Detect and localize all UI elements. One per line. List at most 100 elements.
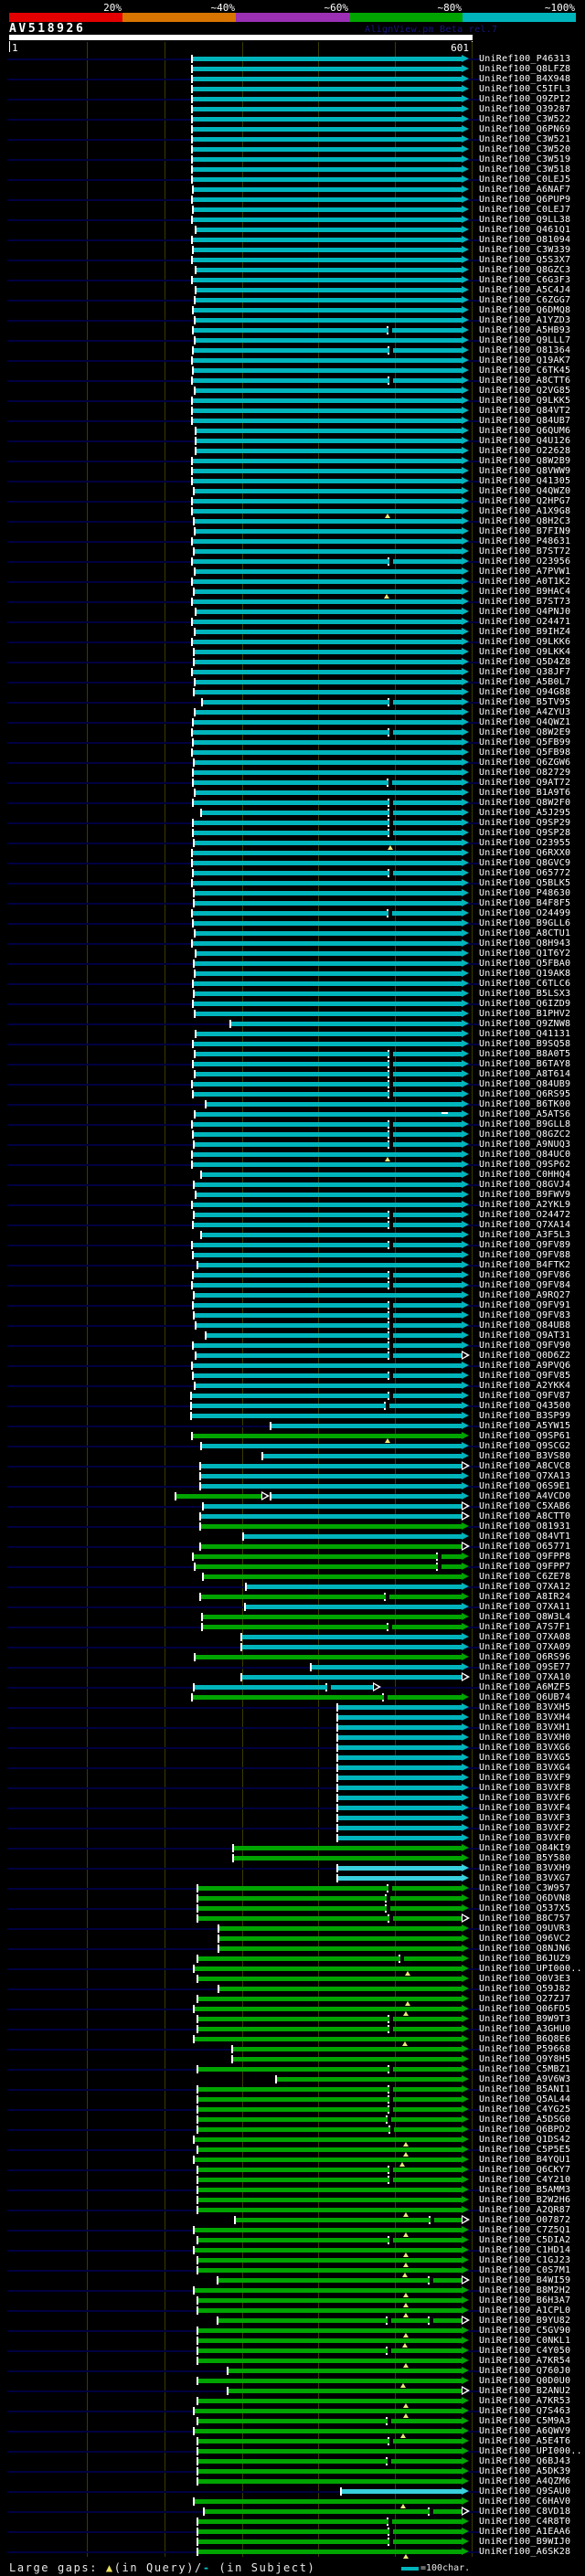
hit-bar[interactable] bbox=[193, 1253, 462, 1257]
hit-label[interactable]: UniRef100_C0NKL1 bbox=[479, 2336, 571, 2346]
hit-label[interactable]: UniRef100_B9IHZ4 bbox=[479, 627, 571, 637]
alignment-row[interactable]: UniRef100_Q9SP61 bbox=[0, 1431, 585, 1443]
hit-bar[interactable] bbox=[192, 87, 462, 91]
hit-label[interactable]: UniRef100_B2ANU2 bbox=[479, 2386, 571, 2396]
hit-label[interactable]: UniRef100_Q9LKK6 bbox=[479, 637, 571, 647]
hit-label[interactable]: UniRef100_A5ATS6 bbox=[479, 1109, 571, 1119]
alignment-row[interactable]: UniRef100_Q9AT72 bbox=[0, 778, 585, 788]
alignment-row[interactable]: UniRef100_Q9FV91 bbox=[0, 1300, 585, 1310]
hit-bar[interactable] bbox=[192, 398, 462, 403]
hit-label[interactable]: UniRef100_Q9FV89 bbox=[479, 1240, 571, 1250]
hit-label[interactable]: UniRef100_B7ST73 bbox=[479, 597, 571, 607]
hit-label[interactable]: UniRef100_A6QWV9 bbox=[479, 2426, 571, 2436]
hit-bar[interactable] bbox=[194, 1966, 462, 1971]
hit-label[interactable]: UniRef100_B3VXF0 bbox=[479, 1833, 571, 1843]
alignment-row[interactable]: UniRef100_Q9ZNW8 bbox=[0, 1019, 585, 1029]
hit-label[interactable]: UniRef100_B9HAC4 bbox=[479, 587, 571, 597]
hit-bar[interactable] bbox=[192, 620, 462, 624]
hit-bar[interactable] bbox=[194, 1685, 373, 1690]
hit-label[interactable]: UniRef100_C5XAB6 bbox=[479, 1501, 571, 1511]
alignment-row[interactable]: UniRef100_Q38JF7 bbox=[0, 667, 585, 677]
hit-bar[interactable] bbox=[196, 439, 462, 443]
hit-bar[interactable] bbox=[192, 881, 462, 885]
hit-label[interactable]: UniRef100_Q9FV90 bbox=[479, 1341, 571, 1351]
alignment-row[interactable]: UniRef100_Q84UB8 bbox=[0, 1320, 585, 1330]
hit-bar[interactable] bbox=[194, 991, 462, 996]
hit-label[interactable]: UniRef100_Q6RXX0 bbox=[479, 848, 571, 858]
alignment-row[interactable]: UniRef100_Q0D0U0 bbox=[0, 2376, 585, 2388]
hit-bar[interactable] bbox=[192, 57, 462, 61]
alignment-row[interactable]: UniRef100_A9V6W3 bbox=[0, 2074, 585, 2084]
hit-label[interactable]: UniRef100_O24471 bbox=[479, 617, 571, 627]
alignment-row[interactable]: UniRef100_O81364 bbox=[0, 345, 585, 355]
hit-label[interactable]: UniRef100_C1HD14 bbox=[479, 2245, 571, 2255]
alignment-row[interactable]: UniRef100_A1CPL0 bbox=[0, 2306, 585, 2317]
hit-bar[interactable] bbox=[195, 529, 462, 534]
alignment-row[interactable]: UniRef100_A2QR87 bbox=[0, 2205, 585, 2217]
hit-label[interactable]: UniRef100_Q5S3X7 bbox=[479, 255, 571, 265]
hit-bar[interactable] bbox=[271, 1424, 462, 1428]
alignment-row[interactable]: UniRef100_B3VXG6 bbox=[0, 1743, 585, 1753]
hit-label[interactable]: UniRef100_A9NUQ3 bbox=[479, 1140, 571, 1150]
hit-bar[interactable] bbox=[200, 1484, 462, 1489]
alignment-row[interactable]: UniRef100_A3GHU0 bbox=[0, 2024, 585, 2034]
hit-bar[interactable] bbox=[193, 1373, 462, 1378]
alignment-row[interactable]: UniRef100_Q27ZJ7 bbox=[0, 1994, 585, 2006]
hit-label[interactable]: UniRef100_Q4U126 bbox=[479, 436, 571, 446]
hit-label[interactable]: UniRef100_Q6ZGW6 bbox=[479, 758, 571, 768]
hit-label[interactable]: UniRef100_A3GHU0 bbox=[479, 2024, 571, 2034]
alignment-row[interactable]: UniRef100_C5DIA2 bbox=[0, 2235, 585, 2245]
hit-label[interactable]: UniRef100_Q9LLL7 bbox=[479, 335, 571, 345]
hit-bar[interactable] bbox=[192, 137, 462, 142]
hit-label[interactable]: UniRef100_Q7S463 bbox=[479, 2406, 571, 2416]
hit-label[interactable]: UniRef100_C8VD18 bbox=[479, 2507, 571, 2517]
alignment-row[interactable]: UniRef100_A6NAF7 bbox=[0, 185, 585, 195]
hit-bar[interactable] bbox=[194, 2499, 462, 2504]
hit-label[interactable]: UniRef100_B1A9T6 bbox=[479, 788, 571, 798]
hit-bar[interactable] bbox=[192, 670, 462, 674]
alignment-row[interactable]: UniRef100_Q94G88 bbox=[0, 687, 585, 697]
alignment-row[interactable]: UniRef100_Q6ZGW6 bbox=[0, 758, 585, 768]
hit-label[interactable]: UniRef100_B5ANI1 bbox=[479, 2084, 571, 2094]
alignment-row[interactable]: UniRef100_Q7XA11 bbox=[0, 1602, 585, 1612]
alignment-row[interactable]: UniRef100_C4Y210 bbox=[0, 2175, 585, 2185]
alignment-row[interactable]: UniRef100_A1YZD3 bbox=[0, 315, 585, 325]
hit-label[interactable]: UniRef100_A9RQ27 bbox=[479, 1290, 571, 1300]
alignment-row[interactable]: UniRef100_Q7XA13 bbox=[0, 1471, 585, 1481]
alignment-row[interactable]: UniRef100_A5ATS6 bbox=[0, 1109, 585, 1119]
hit-label[interactable]: UniRef100_Q1T6Y2 bbox=[479, 949, 571, 959]
hit-bar[interactable] bbox=[218, 1946, 462, 1951]
hit-label[interactable]: UniRef100_O65772 bbox=[479, 868, 571, 878]
hit-label[interactable]: UniRef100_C4R8T0 bbox=[479, 2517, 571, 2527]
hit-bar[interactable] bbox=[311, 1665, 462, 1670]
hit-bar[interactable] bbox=[197, 2017, 462, 2021]
alignment-row[interactable]: UniRef100_B8M2H2 bbox=[0, 2285, 585, 2297]
alignment-row[interactable]: UniRef100_A5HB93 bbox=[0, 325, 585, 335]
alignment-row[interactable]: UniRef100_B3VXF0 bbox=[0, 1833, 585, 1843]
alignment-row[interactable]: UniRef100_B6H3A7 bbox=[0, 2295, 585, 2307]
hit-label[interactable]: UniRef100_B4FTK2 bbox=[479, 1260, 571, 1270]
alignment-row[interactable]: UniRef100_P59668 bbox=[0, 2044, 585, 2054]
hit-label[interactable]: UniRef100_B3VXF6 bbox=[479, 1793, 571, 1803]
alignment-row[interactable]: UniRef100_Q9Y8H5 bbox=[0, 2054, 585, 2064]
hit-bar[interactable] bbox=[192, 1203, 462, 1207]
hit-bar[interactable] bbox=[197, 2147, 462, 2152]
hit-bar[interactable] bbox=[337, 1786, 462, 1790]
hit-bar[interactable] bbox=[193, 720, 462, 725]
alignment-row[interactable]: UniRef100_C0LEJ5 bbox=[0, 175, 585, 185]
hit-bar[interactable] bbox=[193, 770, 462, 775]
alignment-row[interactable]: UniRef100_Q2VG85 bbox=[0, 386, 585, 396]
hit-bar[interactable] bbox=[195, 1072, 462, 1076]
hit-label[interactable]: UniRef100_Q4QWZ0 bbox=[479, 486, 571, 496]
hit-bar[interactable] bbox=[197, 2097, 462, 2102]
hit-bar[interactable] bbox=[193, 1132, 462, 1137]
alignment-row[interactable]: UniRef100_Q9SP29 bbox=[0, 818, 585, 828]
alignment-row[interactable]: UniRef100_A8T614 bbox=[0, 1069, 585, 1079]
hit-bar[interactable] bbox=[228, 2389, 462, 2393]
hit-bar[interactable] bbox=[233, 1856, 462, 1860]
hit-bar[interactable] bbox=[192, 167, 462, 172]
hit-label[interactable]: UniRef100_Q41305 bbox=[479, 476, 571, 486]
hit-label[interactable]: UniRef100_Q0V3E3 bbox=[479, 1974, 571, 1984]
hit-label[interactable]: UniRef100_B8C757 bbox=[479, 1913, 571, 1924]
alignment-row[interactable]: UniRef100_A4QZM6 bbox=[0, 2476, 585, 2486]
